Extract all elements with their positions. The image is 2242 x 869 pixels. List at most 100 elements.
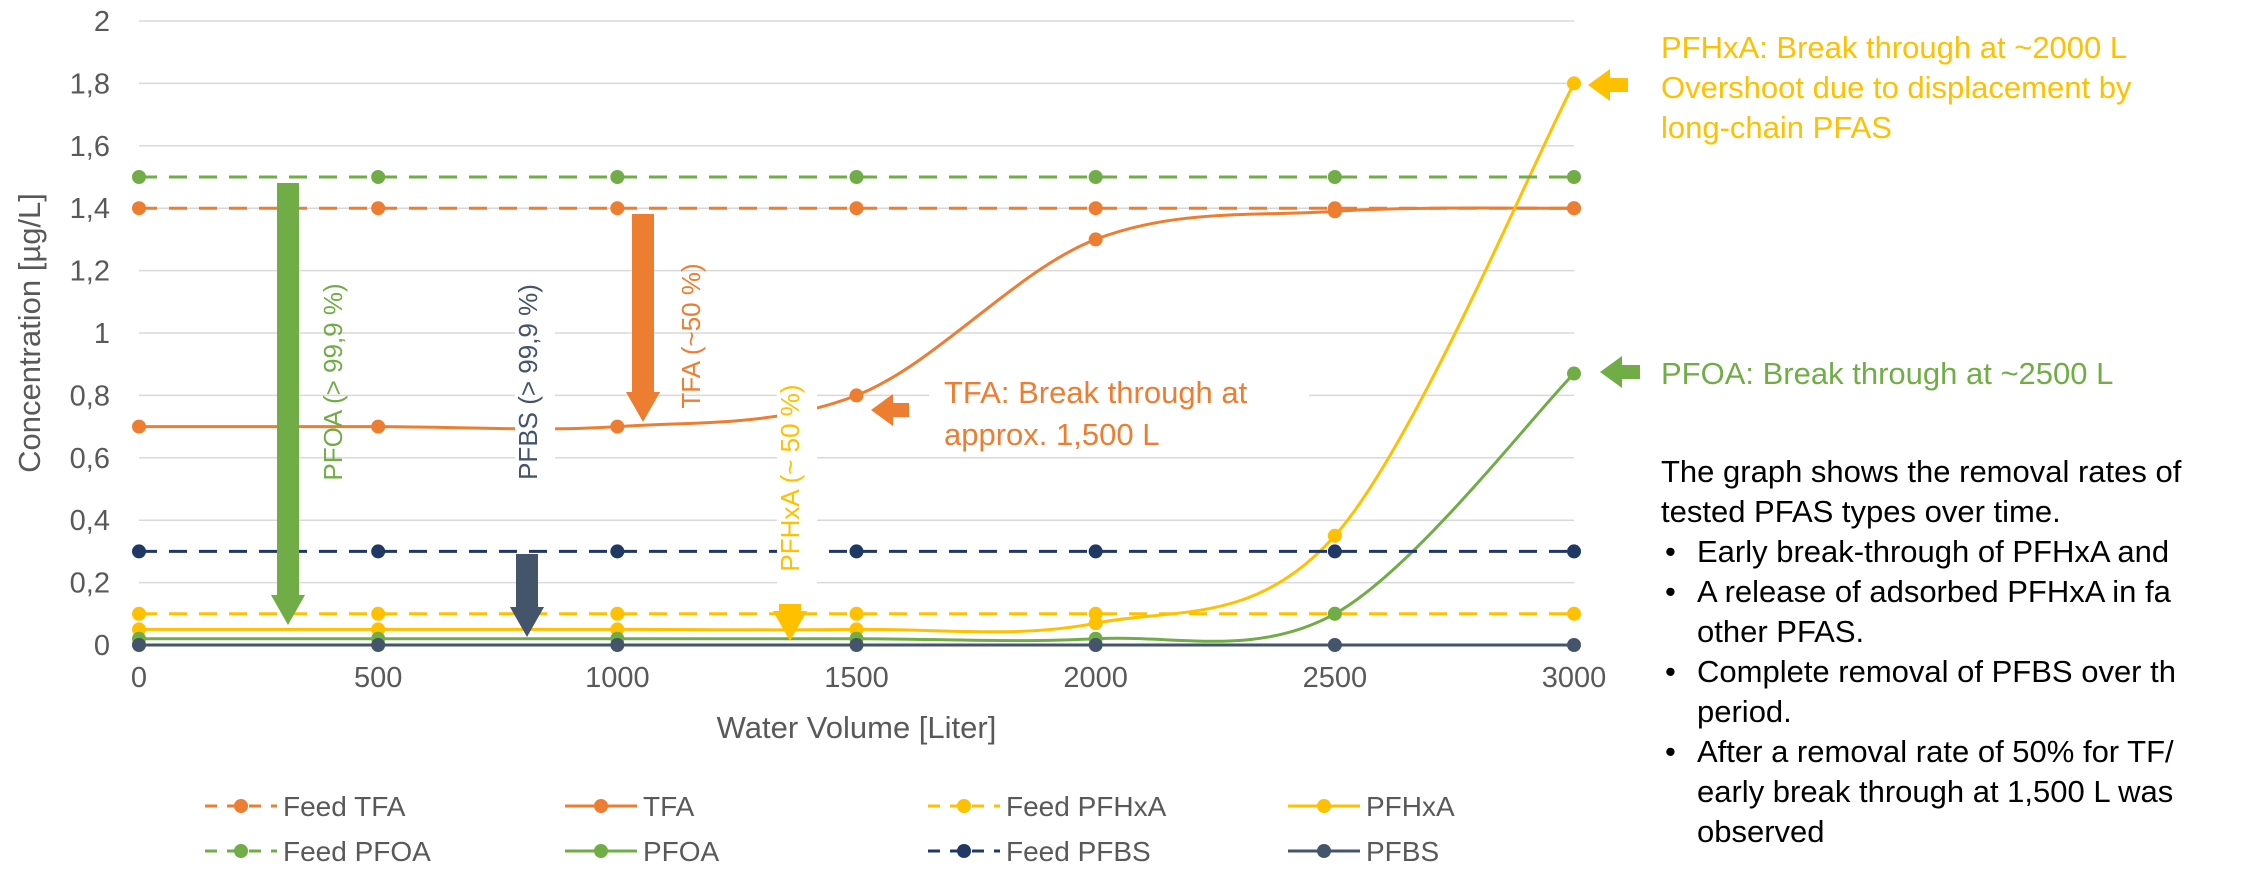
tfa-breakthrough-text: approx. 1,500 L — [944, 417, 1159, 452]
pfbs-arrow-label-bg — [515, 272, 555, 492]
series-feed-pfhxa-point — [849, 606, 864, 621]
summary-bullet: Complete removal of PFBS over th period. — [1661, 652, 2242, 732]
y-tick-label: 1,2 — [70, 256, 110, 288]
chart: 0 0,2 0,4 0,6 0,8 1 1,2 1,4 1,6 1,8 2 0 500 1000 1500 2… — [12, 6, 1640, 867]
x-tick-label: 0 — [131, 662, 147, 694]
legend-feed-pfbs-label: Feed PFBS — [1006, 836, 1151, 867]
y-tick-label: 0 — [94, 630, 110, 662]
series-tfa-point — [371, 419, 386, 434]
y-tick-label: 1,4 — [70, 193, 110, 225]
series-feed-pfbs-point — [849, 544, 864, 559]
series-feed-pfoa-point — [132, 170, 146, 184]
y-tick-label: 0,6 — [70, 443, 110, 475]
series-pfhxa-point — [1088, 616, 1103, 631]
pfoa-note-arrow — [1600, 356, 1640, 388]
series-feed-pfoa-point — [1088, 170, 1103, 184]
y-tick-label: 1 — [94, 318, 110, 350]
legend-feed-pfhxa-marker — [957, 799, 971, 813]
x-tick-label: 2500 — [1303, 662, 1368, 694]
series-pfbs-point — [371, 638, 386, 652]
series-feed-pfhxa-point — [132, 606, 146, 621]
series-feed-pfhxa-point — [610, 606, 625, 621]
series-tfa-point — [1088, 232, 1103, 247]
pfoa-arrow-label: PFOA (> 99,9 %) — [318, 283, 348, 480]
legend-feed-pfoa-label: Feed PFOA — [283, 836, 431, 867]
series-feed-tfa-point — [371, 201, 386, 216]
series-feed-pfoa-point — [1567, 170, 1581, 184]
series-feed-pfoa-point — [371, 170, 386, 184]
legend-pfhxa-marker — [1317, 799, 1331, 813]
summary-bullet: Early break-through of PFHxA and — [1661, 532, 2242, 572]
legend-pfbs-marker — [1317, 844, 1331, 858]
series-feed-pfoa-point — [610, 170, 625, 184]
tfa-reduction-arrow — [625, 214, 661, 422]
x-tick-label: 2000 — [1063, 662, 1128, 694]
pfhxa-note-arrow — [1588, 69, 1628, 101]
series-pfbs-point — [1327, 638, 1342, 652]
series-pfhxa-point — [1567, 76, 1581, 91]
y-tick-label: 0,4 — [70, 505, 110, 537]
series-pfbs-point — [1088, 638, 1103, 652]
pfoa-breakthrough-note: PFOA: Break through at ~2500 L — [1661, 356, 2114, 391]
tfa-breakthrough-box — [929, 367, 1309, 457]
y-tick-label: 2 — [94, 6, 110, 38]
series-feed-pfhxa-point — [371, 606, 386, 621]
x-tick-label: 1000 — [585, 662, 650, 694]
legend-tfa-marker — [594, 799, 608, 813]
x-axis-title: Water Volume [Liter] — [717, 710, 997, 745]
legend-pfoa-marker — [594, 844, 608, 858]
y-tick-label: 1,8 — [70, 68, 110, 100]
pfhxa-arrow-label: PFHxA (~ 50 %) — [775, 384, 805, 571]
tfa-arrow-label: TFA (~50 %) — [676, 263, 706, 408]
legend-feed-pfoa-marker — [234, 844, 248, 858]
y-tick-label: 0,8 — [70, 380, 110, 412]
series-feed-pfbs-point — [1327, 544, 1342, 559]
x-tick-label: 500 — [354, 662, 402, 694]
series-pfoa-point — [1327, 606, 1342, 621]
series-feed-tfa-point — [1088, 201, 1103, 216]
series-feed-tfa-point — [610, 201, 625, 216]
legend-feed-pfbs-marker — [957, 844, 971, 858]
series-pfbs-point — [849, 638, 864, 652]
y-axis-title: Concentration [µg/L] — [12, 193, 47, 473]
y-tick-label: 0,2 — [70, 568, 110, 600]
series-tfa-point — [1327, 204, 1342, 219]
summary-bullets: Early break-through of PFHxA and A relea… — [1661, 532, 2242, 852]
x-tick-label: 3000 — [1542, 662, 1607, 694]
series-feed-pfbs-point — [1088, 544, 1103, 559]
summary-bullet: After a removal rate of 50% for TF/ earl… — [1661, 732, 2242, 852]
series-feed-pfbs-point — [1567, 544, 1581, 559]
series-pfbs-point — [610, 638, 625, 652]
summary-intro: The graph shows the removal rates of tes… — [1661, 454, 2182, 529]
pfbs-arrow-label: PFBS (> 99,9 %) — [513, 284, 543, 480]
series-feed-pfbs-point — [610, 544, 625, 559]
legend-feed-tfa-label: Feed TFA — [283, 791, 406, 822]
series-feed-pfhxa-point — [1567, 606, 1581, 621]
summary-text: The graph shows the removal rates of tes… — [1661, 452, 2242, 852]
series-feed-tfa-point — [132, 201, 146, 216]
y-tick-label: 1,6 — [70, 131, 110, 163]
pfhxa-arrow-label-bg — [777, 368, 817, 588]
series-pfoa-point — [1567, 366, 1581, 381]
tfa-breakthrough-text: TFA: Break through at — [944, 375, 1248, 410]
series-pfbs-point — [1567, 638, 1581, 652]
series-feed-pfoa-point — [849, 170, 864, 184]
series-feed-tfa-point — [849, 201, 864, 216]
series-pfhxa-point — [1327, 528, 1342, 543]
pfbs-reduction-arrow — [509, 554, 545, 637]
series-feed-pfbs-point — [371, 544, 386, 559]
legend-feed-tfa-marker — [234, 799, 248, 813]
summary-bullet: A release of adsorbed PFHxA in fa other … — [1661, 572, 2242, 652]
series-tfa-point — [132, 419, 146, 434]
pfhxa-reduction-arrow — [772, 604, 808, 641]
series-pfbs-point — [132, 638, 146, 652]
series-tfa-point — [849, 388, 864, 403]
legend-feed-pfhxa-label: Feed PFHxA — [1006, 791, 1167, 822]
pfoa-reduction-arrow — [270, 183, 306, 625]
series-tfa-point — [1567, 201, 1581, 216]
tfa-breakthrough-arrow — [871, 394, 909, 426]
legend-tfa-label: TFA — [643, 791, 695, 822]
series-feed-pfoa-point — [1327, 170, 1342, 184]
legend-pfhxa-label: PFHxA — [1366, 791, 1455, 822]
series-tfa-point — [610, 419, 625, 434]
